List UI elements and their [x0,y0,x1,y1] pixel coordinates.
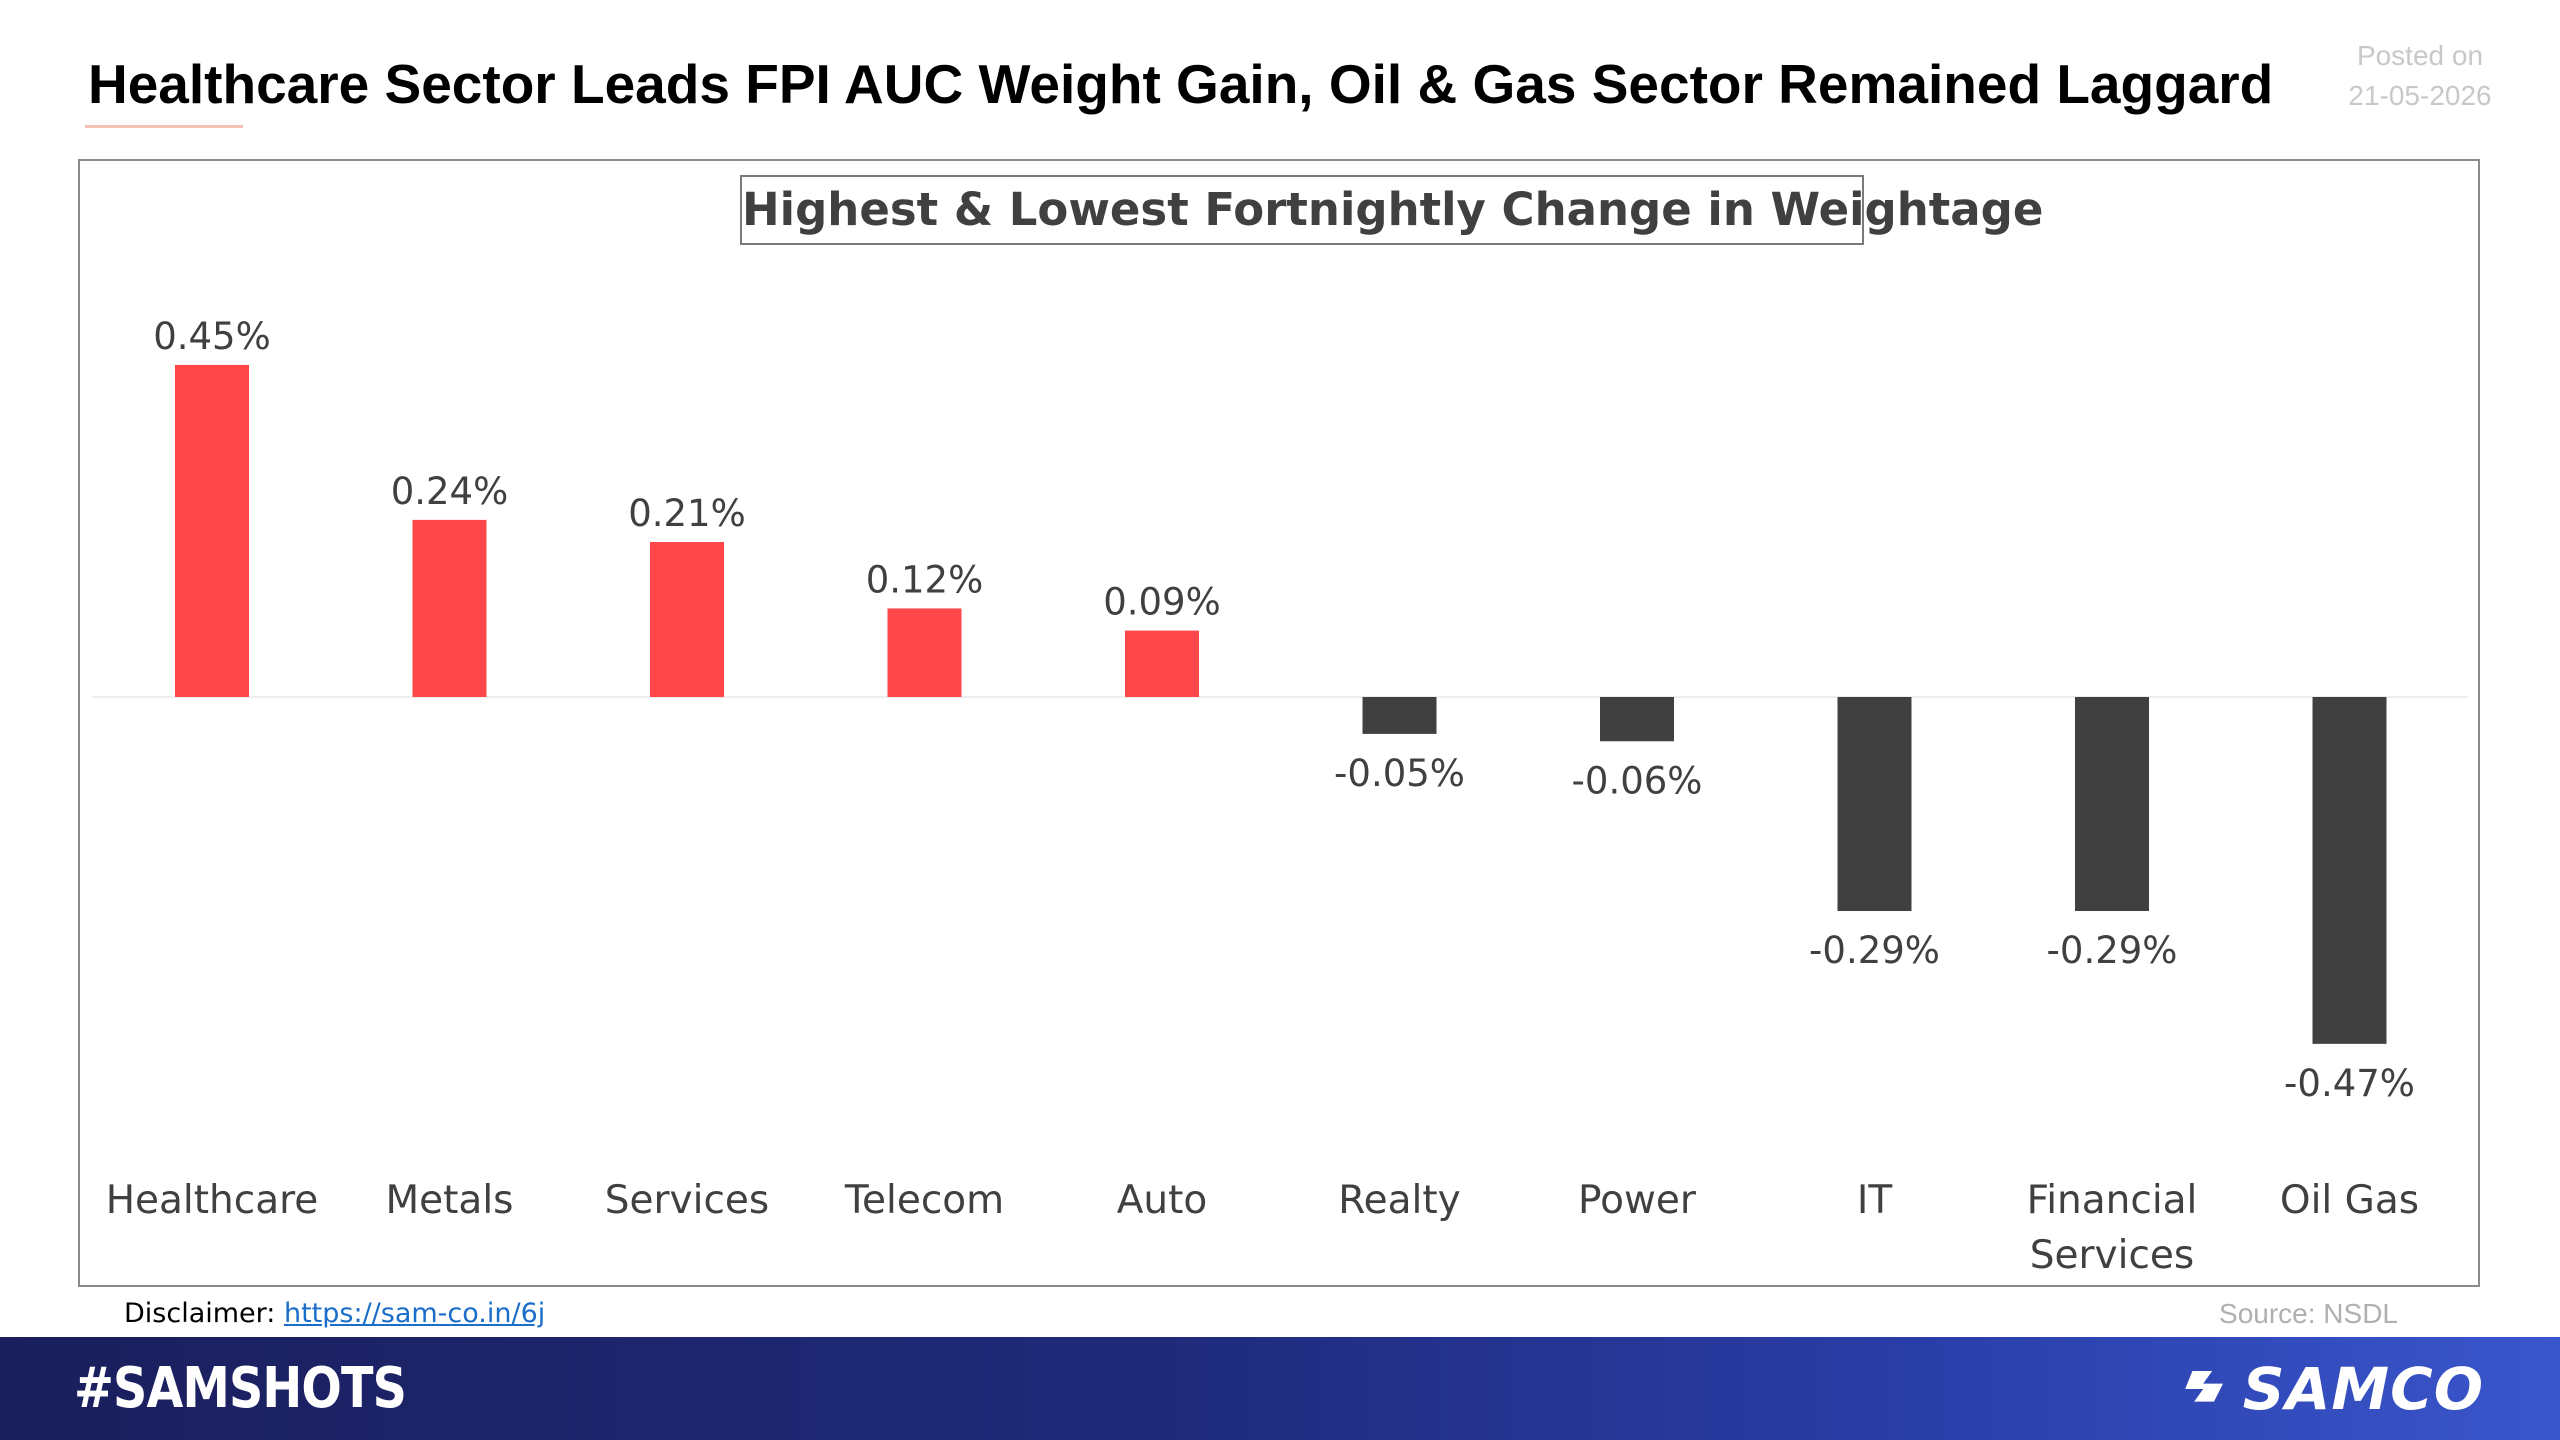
data-label: -0.06% [1572,759,1703,802]
data-label: -0.29% [1809,929,1940,972]
data-label: 0.45% [153,315,271,358]
brand-logo: SAMCO [2181,1337,2484,1440]
posted-info: Posted on 21-05-2026 [2320,36,2520,116]
posted-label: Posted on [2356,40,2484,71]
bar-telecom [887,608,962,697]
disclaimer-link[interactable]: https://sam-co.in/6j [283,1298,546,1329]
chart-title: Highest & Lowest Fortnightly Change in W… [740,175,2043,245]
data-label: -0.29% [2047,929,2178,972]
disclaimer-label: Disclaimer: [124,1298,276,1329]
bar-services [650,542,724,697]
bar-financial-services [2075,697,2149,912]
bar-chart: 0.45% Healthcare 0.24% Metals 0.21% Services 0… [92,315,2468,1278]
posted-date: 21-05-2026 [2348,80,2492,111]
bar-metals [412,519,487,697]
category-label: Oil Gas [2280,1178,2419,1223]
source-note: Source: NSDL [2219,1298,2398,1329]
samco-logo-icon [2184,1370,2223,1402]
bar-power [1600,697,1674,742]
bar-auto [1125,630,1199,697]
data-label: 0.21% [628,492,746,535]
data-label: 0.09% [1103,581,1221,624]
bar-it [1837,697,1912,912]
page-title: Healthcare Sector Leads FPI AUC Weight G… [88,53,2274,115]
category-label: Financial Services [2027,1178,2198,1278]
data-label: -0.47% [2284,1062,2415,1105]
category-label: Healthcare [106,1178,319,1223]
category-label: Metals [386,1178,514,1223]
title-underline [85,125,243,128]
hashtag: #SAMSHOTS [74,1356,407,1421]
brand-name: SAMCO [2242,1354,2484,1423]
disclaimer: Disclaimer: https://sam-co.in/6j [124,1294,545,1334]
data-label: 0.24% [391,470,509,513]
footer-banner: #SAMSHOTS SAMCO [0,1337,2560,1440]
category-label: IT [1857,1178,1893,1223]
category-label: Telecom [844,1178,1004,1223]
category-label: Auto [1117,1178,1208,1223]
category-label: Services [605,1178,769,1223]
category-label: Power [1578,1178,1697,1223]
bar-healthcare [175,364,249,697]
data-label: -0.05% [1334,752,1465,795]
category-label: Realty [1338,1178,1460,1223]
data-label: 0.12% [866,558,984,601]
bar-realty [1362,697,1437,734]
bar-oil-gas [2312,697,2387,1044]
